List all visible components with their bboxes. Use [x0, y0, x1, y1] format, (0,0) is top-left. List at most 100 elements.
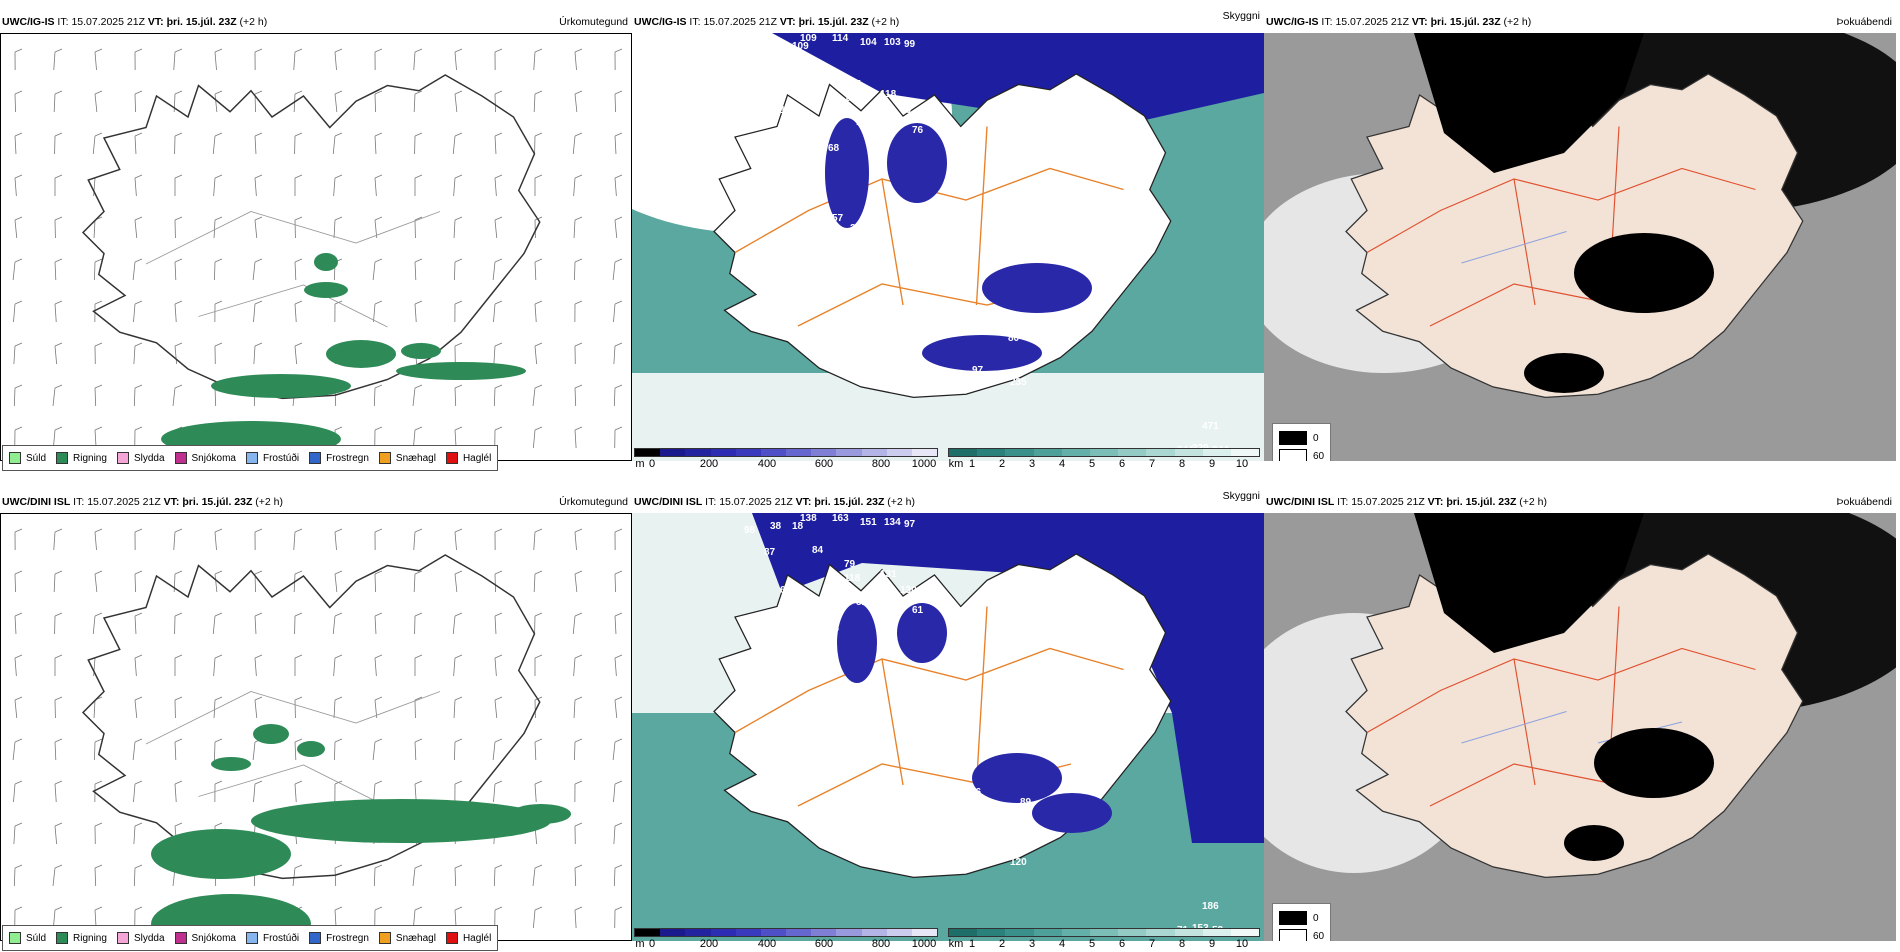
colorbar-segment: [635, 449, 660, 456]
fog-legend: 0 60: [1272, 423, 1331, 461]
vt-label: VT:: [1428, 496, 1444, 508]
cloud-base-label: 76: [818, 255, 830, 266]
colorbar-segment: [887, 449, 912, 456]
colorbar-segment: [1146, 929, 1174, 936]
precip-map[interactable]: [0, 33, 632, 461]
tick-label: 1000: [912, 458, 936, 470]
wind-barb: [94, 262, 95, 280]
wind-barb: [574, 742, 575, 760]
tick-label: 8: [1179, 938, 1185, 950]
panel-title: Úrkomutegund: [559, 491, 628, 513]
colorbar-segment: [1146, 449, 1174, 456]
tick-label: 2: [999, 938, 1005, 950]
wind-barb: [334, 742, 335, 760]
cloud-base-label: 131: [880, 569, 897, 580]
colorbar-segment: [1118, 449, 1146, 456]
cloud-base-label: 130: [900, 585, 917, 596]
colorbar-segment: [912, 449, 937, 456]
tick-label: 3: [1029, 938, 1035, 950]
cloud-base-label: 107: [844, 79, 861, 90]
cloud-base-label: 89: [832, 693, 844, 704]
cloud-base-label: 120: [1010, 857, 1027, 868]
legend-label: Slydda: [134, 453, 165, 464]
legend-item: Rigning: [56, 452, 107, 464]
tick-label: 800: [872, 458, 890, 470]
tick-label: 800: [872, 938, 890, 950]
vt-value: þri. 15.júl. 23Z: [799, 16, 869, 28]
colorbar-ticks: m 0 200 400 600 800 1000: [634, 937, 938, 951]
cloud-base-label: 71: [850, 703, 862, 714]
legend-swatch: [9, 452, 21, 464]
cloud-base-label: 138: [800, 513, 817, 524]
colorbar-segment: [1090, 449, 1118, 456]
fog-map[interactable]: 0 60: [1264, 33, 1896, 461]
legend-item: Snjókoma: [175, 932, 236, 944]
colorbar-segment: [635, 929, 660, 936]
legend-item: Frostregn: [309, 452, 369, 464]
colorbar-segment: [1005, 929, 1033, 936]
tick-label: 400: [758, 458, 776, 470]
cloud-base-label: 97: [972, 365, 984, 376]
cloud-base-label: 81: [856, 597, 868, 608]
it-label: IT:: [705, 496, 716, 508]
vt-label: VT:: [796, 496, 812, 508]
it-label: IT:: [73, 496, 84, 508]
cloud-base-label: 61: [912, 605, 924, 616]
legend-swatch: [175, 452, 187, 464]
colorbar-segment: [949, 449, 977, 456]
legend-label: Snjókoma: [192, 453, 236, 464]
vt-label: VT:: [1412, 16, 1428, 28]
colorbar-segment: [711, 929, 736, 936]
cloud-base-label: 79: [844, 559, 856, 570]
cloud-base-label: 73: [828, 623, 840, 634]
it-value: 15.07.2025 21Z: [71, 16, 145, 28]
wind-barb: [15, 574, 16, 592]
tick-label: 1: [969, 938, 975, 950]
precip-map[interactable]: [0, 513, 632, 941]
wind-barb: [454, 742, 455, 760]
wind-barb: [214, 742, 215, 760]
wind-barb: [615, 94, 616, 112]
fog-legend-row: 0: [1279, 909, 1324, 927]
cloud-base-label: 134: [884, 517, 901, 528]
model-name: UWC/DINI ISL: [634, 496, 702, 508]
colorbar-segment: [1062, 929, 1090, 936]
vt-value: þri. 15.júl. 23Z: [814, 496, 884, 508]
tick-label: 1: [969, 458, 975, 470]
colorbar-segment: [1203, 449, 1231, 456]
cloud-base-label: 99: [904, 39, 916, 50]
colorbar-segment: [711, 449, 736, 456]
wind-barb: [94, 742, 95, 760]
fog-legend-swatch: [1279, 929, 1307, 941]
colorbar-segment: [786, 449, 811, 456]
precip-map-svg: [1, 34, 632, 461]
cloud-base-label: 128: [932, 377, 949, 388]
fog-legend-swatch: [1279, 431, 1307, 445]
tick-label: 4: [1059, 458, 1065, 470]
wind-barb: [375, 574, 376, 592]
cloud-base-label: 122: [970, 307, 987, 318]
fog-legend-swatch: [1279, 449, 1307, 461]
model-name: UWC/IG-IS: [1266, 16, 1319, 28]
legend-label: Rigning: [73, 453, 107, 464]
legend-item: Snæhagl: [379, 932, 436, 944]
colorbar-gradient: [634, 448, 938, 457]
cloud-base-label: 118: [844, 573, 861, 584]
colorbar-segment: [1175, 449, 1203, 456]
tick-label: km: [949, 938, 964, 950]
tick-label: 200: [700, 458, 718, 470]
vt-value: þri. 15.júl. 23Z: [1446, 496, 1516, 508]
panel-title: Skyggni: [1223, 485, 1260, 507]
cloud-base-label: 118: [856, 117, 873, 128]
colorbar-segment: [1034, 929, 1062, 936]
cloud-base-label: 114: [832, 33, 849, 44]
fog-map[interactable]: 0 60: [1264, 513, 1896, 941]
wind-barb: [495, 94, 496, 112]
cloud-base-label: 107: [832, 805, 849, 816]
colorbar-segment: [1034, 449, 1062, 456]
tick-label: 6: [1119, 938, 1125, 950]
